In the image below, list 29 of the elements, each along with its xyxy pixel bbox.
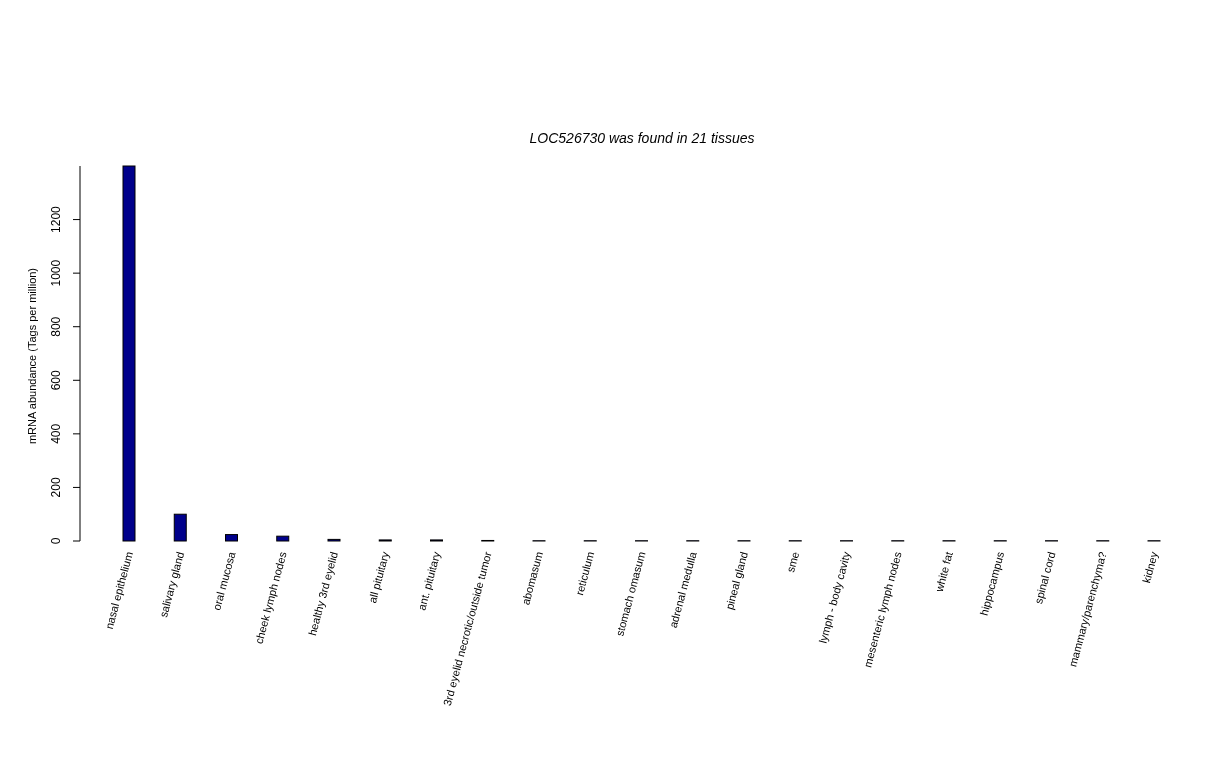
bar — [276, 535, 290, 542]
x-tick-label: spinal cord — [1032, 550, 1058, 605]
x-tick-label: all pituitary — [365, 549, 392, 605]
x-tick-label: kidney — [1140, 549, 1161, 585]
y-tick-label: 400 — [49, 423, 63, 444]
x-tick-label: oral mucosa — [210, 549, 238, 612]
y-tick-label: 200 — [49, 477, 63, 498]
y-axis-title: mRNA abundance (Tags per million) — [26, 267, 38, 445]
bar — [122, 165, 136, 542]
x-tick-label: nasal epithelium — [102, 550, 135, 631]
x-tick-label: salivary gland — [157, 550, 187, 619]
bar — [173, 513, 187, 542]
x-tick-label: lymph - body cavity — [816, 549, 853, 645]
x-tick-label: stomach omasum — [613, 550, 648, 638]
x-tick-label: white fat — [932, 550, 955, 595]
x-tick-label: ant. pituitary — [415, 549, 443, 612]
x-tick-label: healthy 3rd eyelid — [306, 550, 340, 637]
x-tick-label: adrenal medulla — [666, 549, 699, 630]
x-tick-label: sme — [784, 550, 802, 574]
bar — [225, 534, 238, 542]
x-tick-label: reticulum — [573, 550, 597, 597]
y-tick-label: 600 — [49, 369, 63, 391]
x-tick-label: pineal gland — [722, 550, 750, 611]
chart-title: LOC526730 was found in 21 tissues — [529, 130, 755, 146]
y-tick-label: 800 — [49, 316, 63, 337]
y-tick-label: 1200 — [49, 205, 63, 233]
y-tick-label: 1000 — [49, 259, 63, 287]
y-tick-label: 0 — [49, 537, 63, 545]
x-tick-label: cheek lymph nodes — [252, 549, 289, 646]
